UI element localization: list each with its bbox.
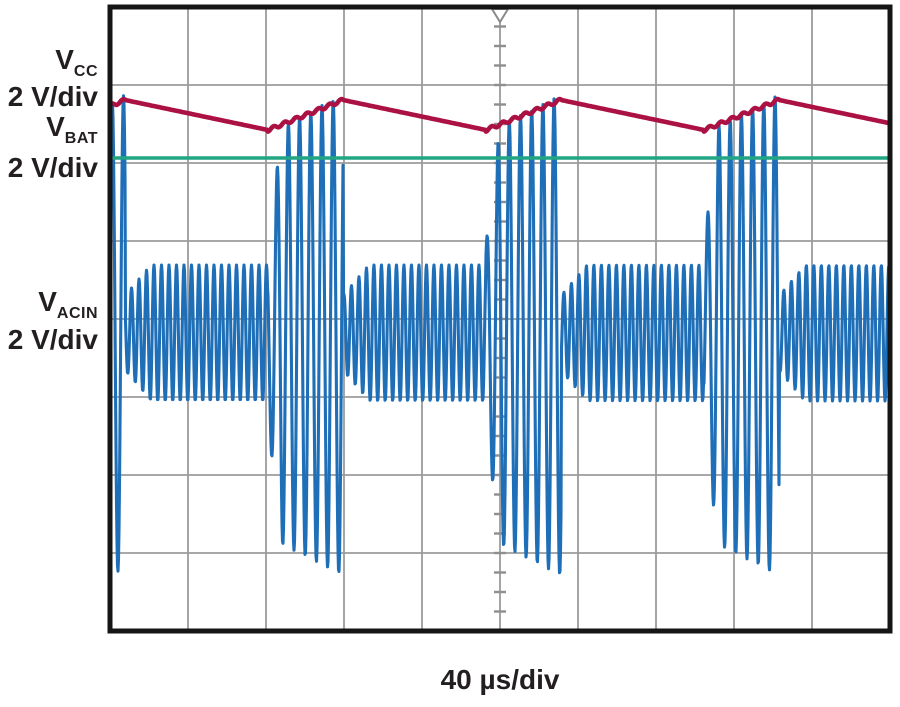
vacin-label: VACIN bbox=[0, 285, 98, 331]
plot-border bbox=[107, 4, 893, 634]
vcc-symbol: V bbox=[55, 44, 74, 75]
vcc-subscript: CC bbox=[73, 63, 98, 80]
vacin-subscript: ACIN bbox=[56, 305, 98, 322]
vacin-scale-label: 2 V/div bbox=[7, 324, 98, 355]
vacin-symbol: V bbox=[38, 286, 57, 317]
vacin-trace bbox=[108, 94, 892, 575]
vbat-scale-label: 2 V/div bbox=[7, 152, 98, 183]
vbat-label: VBAT bbox=[0, 110, 98, 156]
vcc-trace bbox=[108, 96, 892, 134]
vcc-scale-label: 2 V/div bbox=[7, 81, 98, 112]
vcc-label: VCC bbox=[0, 43, 98, 89]
trigger-marker-icon bbox=[490, 8, 510, 24]
vbat-subscript: BAT bbox=[64, 130, 98, 147]
vbat-symbol: V bbox=[46, 111, 65, 142]
timebase-label: 40 µs/div bbox=[440, 664, 560, 695]
